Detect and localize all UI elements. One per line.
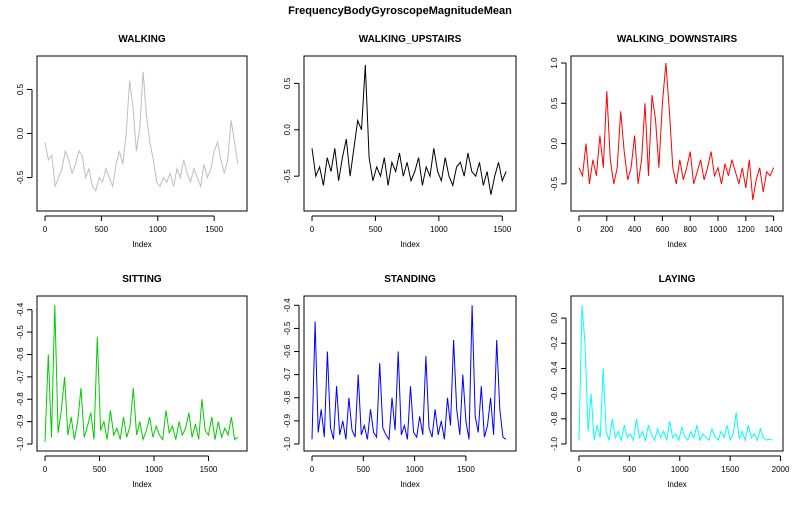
y-tick-label: -0.6	[550, 386, 559, 400]
x-tick-label: 800	[684, 225, 698, 234]
x-tick-label: 1000	[406, 465, 424, 474]
x-tick-label: 500	[369, 225, 383, 234]
series-line	[44, 305, 239, 442]
series-line	[44, 71, 239, 192]
y-tick-label: -0.9	[283, 413, 292, 427]
x-tick-label: 1500	[200, 465, 218, 474]
x-tick-label: 500	[95, 225, 109, 234]
x-tick-label: 200	[600, 225, 614, 234]
y-tick-label: -0.5	[550, 176, 559, 190]
x-tick-label: 1500	[205, 225, 223, 234]
x-tick-label: 1500	[721, 465, 739, 474]
series-line	[578, 305, 773, 443]
series-line	[578, 62, 775, 201]
series-line	[311, 305, 507, 441]
y-tick-label: -0.6	[16, 347, 25, 361]
y-tick-label: -0.4	[550, 361, 559, 375]
panel-laying: LAYING 0 500 1000 1500 2000 Index -1.0 -0.8 -0.6 -…	[550, 274, 790, 489]
y-tick-label: 0.5	[550, 97, 559, 109]
x-tick-label: 500	[623, 465, 637, 474]
x-tick-label: 1200	[737, 225, 755, 234]
plot-frame	[36, 55, 248, 212]
y-tick-label: 0.0	[283, 124, 292, 136]
x-tick-label: 0	[43, 225, 48, 234]
x-axis-label: Index	[132, 240, 152, 249]
y-tick-label: 0.5	[16, 83, 25, 95]
x-tick-label: 0	[577, 465, 582, 474]
y-tick-label: -0.2	[550, 336, 559, 350]
x-tick-label: 0	[43, 465, 48, 474]
plot-frame	[36, 295, 248, 452]
series-line	[311, 64, 507, 195]
x-tick-label: 0	[310, 225, 315, 234]
x-tick-label: 1000	[671, 465, 689, 474]
panel-sitting: SITTING 0 500 1000 1500 Index -1.0 -0.9 -0.8 -0.7…	[16, 274, 248, 489]
x-tick-label: 1400	[765, 225, 783, 234]
y-tick-label: -0.8	[550, 411, 559, 425]
x-tick-label: 0	[310, 465, 315, 474]
x-tick-label: 1000	[145, 465, 163, 474]
x-tick-label: 1000	[709, 225, 727, 234]
x-tick-label: 1000	[430, 225, 448, 234]
panel-title: SITTING	[122, 274, 162, 285]
panel-walking-downstairs: WALKING_DOWNSTAIRS 0 200 400 600 800 1000 1200 1…	[550, 34, 784, 249]
y-tick-label: -0.8	[16, 392, 25, 406]
plot-frame	[303, 55, 517, 212]
plot-frame	[570, 55, 784, 212]
panel-walking: WALKING 0 500 1000 1500 Index -0.5 0.0 0.5	[16, 34, 248, 249]
y-tick-label: 0.5	[283, 77, 292, 89]
x-axis-label: Index	[400, 240, 420, 249]
y-tick-label: -0.9	[16, 414, 25, 428]
x-tick-label: 2000	[772, 465, 790, 474]
y-tick-label: 1.0	[550, 57, 559, 69]
y-tick-label: -0.6	[283, 344, 292, 358]
panel-title: WALKING	[118, 34, 165, 45]
y-tick-label: -0.5	[16, 325, 25, 339]
y-tick-label: -0.5	[16, 170, 25, 184]
panel-title: WALKING_UPSTAIRS	[359, 34, 462, 45]
panel-standing: STANDING 0 500 1000 1500 Index -1.0 -0.9 -0.8 -0.…	[283, 274, 517, 489]
y-tick-label: -0.8	[283, 390, 292, 404]
y-tick-label: -0.4	[283, 298, 292, 312]
x-tick-label: 1500	[457, 465, 475, 474]
y-tick-label: 0.0	[550, 137, 559, 149]
panel-title: WALKING_DOWNSTAIRS	[617, 34, 738, 45]
y-tick-label: -0.5	[283, 169, 292, 183]
x-tick-label: 600	[656, 225, 670, 234]
y-tick-label: -0.7	[283, 367, 292, 381]
x-tick-label: 500	[93, 465, 107, 474]
plot-frame	[570, 295, 784, 452]
y-tick-label: -0.4	[16, 302, 25, 316]
x-axis-label: Index	[132, 480, 152, 489]
y-tick-label: -1.0	[550, 437, 559, 451]
x-axis-label: Index	[667, 240, 687, 249]
y-tick-label: -1.0	[16, 437, 25, 451]
y-tick-label: 0.0	[16, 127, 25, 139]
x-tick-label: 500	[357, 465, 371, 474]
y-tick-label: -0.7	[16, 369, 25, 383]
y-tick-label: 0.0	[550, 312, 559, 324]
figure-title: FrequencyBodyGyroscopeMagnitudeMean	[288, 5, 512, 17]
panel-title: STANDING	[384, 274, 436, 285]
panel-title: LAYING	[659, 274, 696, 285]
x-tick-label: 0	[577, 225, 582, 234]
x-axis-label: Index	[400, 480, 420, 489]
plot-frame	[303, 295, 517, 452]
x-tick-label: 400	[628, 225, 642, 234]
panel-walking-upstairs: WALKING_UPSTAIRS 0 500 1000 1500 Index -0.5 0.0…	[283, 34, 517, 249]
y-tick-label: -0.5	[283, 321, 292, 335]
x-tick-label: 1000	[149, 225, 167, 234]
y-tick-label: -1.0	[283, 437, 292, 451]
x-tick-label: 1500	[493, 225, 511, 234]
x-axis-label: Index	[667, 480, 687, 489]
